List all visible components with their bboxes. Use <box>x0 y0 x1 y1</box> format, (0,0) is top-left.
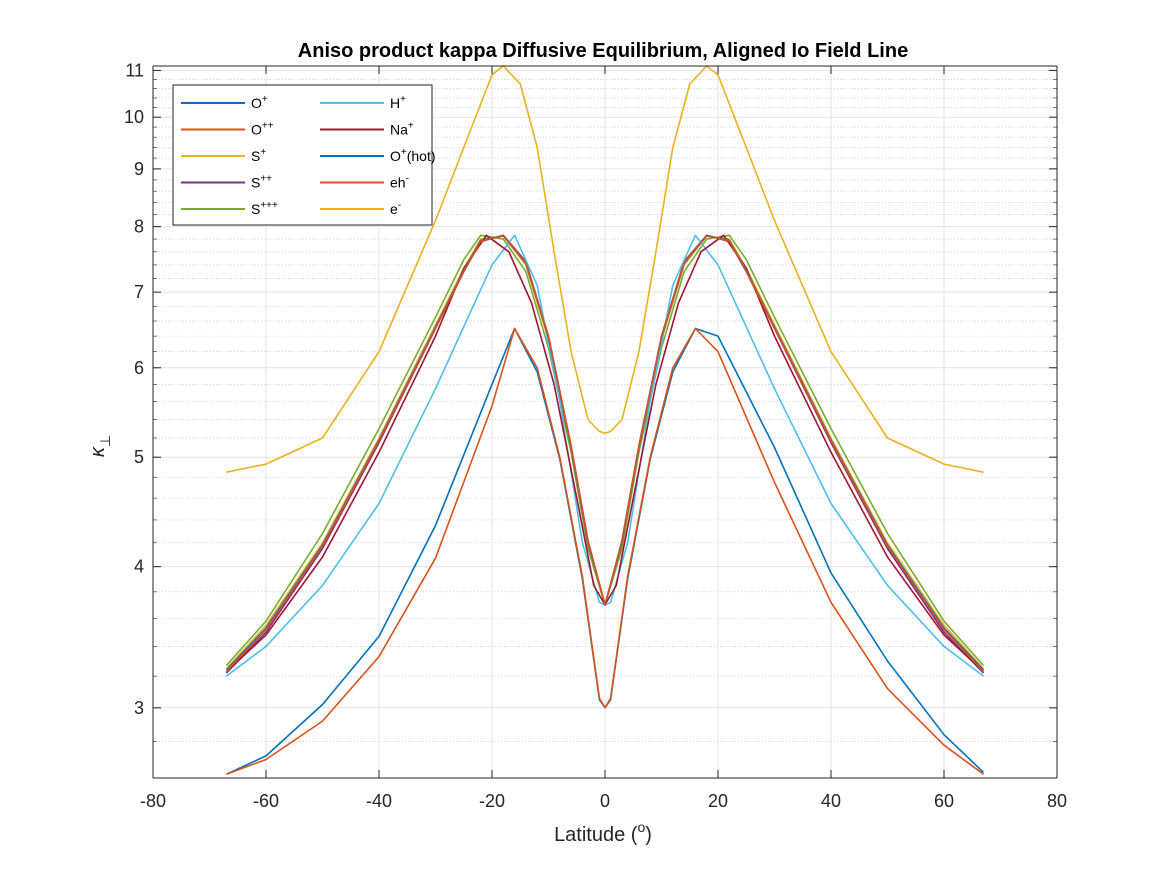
legend-entry-10: e- <box>390 200 401 217</box>
chart-title: Aniso product kappa Diffusive Equilibriu… <box>298 40 908 62</box>
legend-entry-9: eh- <box>390 174 409 191</box>
legend-entry-5: S+++ <box>251 200 278 217</box>
x-axis-label-main: Latitude ( <box>554 824 638 846</box>
x-axis-label-sup: o <box>637 819 645 835</box>
y-axis-label-main: κ <box>87 446 109 457</box>
axes: -80 -60 -40 -20 0 20 40 60 80 3 4 5 6 7 8 9 10 11 <box>124 60 1067 811</box>
legend-entry-8: O+(hot) <box>390 147 436 164</box>
x-axis-label: Latitude (o) <box>554 819 652 846</box>
legend-name: S <box>251 175 260 191</box>
legend-sup: + <box>262 94 268 105</box>
y-axis-label-sub: ⊥ <box>97 435 113 447</box>
legend-sup: ++ <box>262 121 274 132</box>
x-tick-label: -20 <box>479 791 505 811</box>
x-tick-label: -60 <box>253 791 279 811</box>
y-axis-label: κ⊥ <box>87 435 113 457</box>
legend-name: S <box>251 148 260 164</box>
legend-suffix: (hot) <box>407 148 436 164</box>
x-axis-label-end: ) <box>645 824 652 846</box>
legend-entry-3: S+ <box>251 147 266 164</box>
legend-name: O <box>251 95 262 111</box>
legend-sup: + <box>408 121 414 132</box>
x-tick-label: -40 <box>366 791 392 811</box>
y-tick-label: 9 <box>134 159 144 179</box>
legend-sup: +++ <box>260 200 278 211</box>
legend-sup: + <box>401 147 407 158</box>
legend-name: O <box>390 148 401 164</box>
legend-name: O <box>251 122 262 138</box>
x-tick-label: 20 <box>708 791 728 811</box>
legend-name: H <box>390 95 400 111</box>
y-tick-label: 5 <box>134 447 144 467</box>
legend-sup: + <box>400 94 406 105</box>
legend-entry-4: S++ <box>251 174 272 191</box>
series-line-2 <box>226 327 984 775</box>
y-tick-label: 8 <box>134 217 144 237</box>
y-tick-label: 10 <box>124 107 144 127</box>
legend-name: e <box>390 201 398 217</box>
x-tick-label: 60 <box>934 791 954 811</box>
legend: O+O++S+S++S+++H+Na+O+(hot)eh-e- <box>172 84 436 226</box>
x-tick-label: 0 <box>600 791 610 811</box>
legend-sup: + <box>260 147 266 158</box>
legend-entry-2: O++ <box>251 121 274 138</box>
y-tick-label: 4 <box>134 557 144 577</box>
legend-name: eh <box>390 175 406 191</box>
legend-name: Na <box>390 122 408 138</box>
x-tick-label: -80 <box>140 791 166 811</box>
x-tick-label: 40 <box>821 791 841 811</box>
y-tick-label: 6 <box>134 358 144 378</box>
series-line-10 <box>226 65 984 473</box>
legend-name: S <box>251 201 260 217</box>
y-tick-label: 3 <box>134 698 144 718</box>
x-tick-label: 80 <box>1047 791 1067 811</box>
y-tick-label: 11 <box>125 60 144 80</box>
legend-sup: - <box>398 200 401 211</box>
legend-entry-6: H+ <box>390 94 406 111</box>
y-tick-label: 7 <box>134 282 144 302</box>
legend-entry-7: Na+ <box>390 121 414 138</box>
legend-entry-1: O+ <box>251 94 268 111</box>
series-line-9 <box>225 235 985 673</box>
series-layer <box>225 65 985 775</box>
legend-sup: ++ <box>260 174 272 185</box>
legend-sup: - <box>406 174 409 185</box>
